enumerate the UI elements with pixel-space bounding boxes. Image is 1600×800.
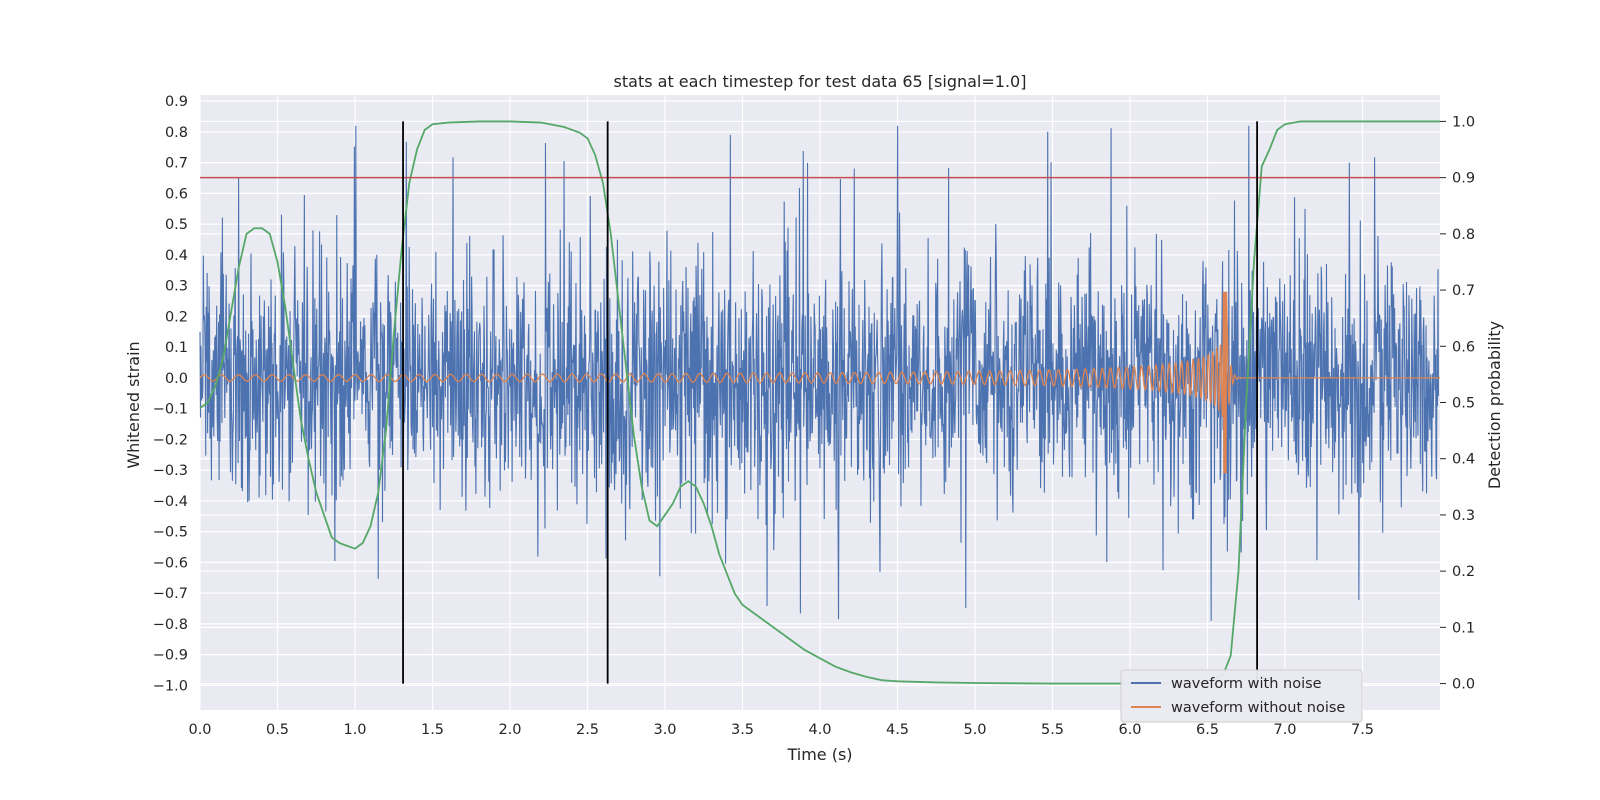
- y-tick-label: −0.8: [153, 617, 188, 633]
- y-tick-label: 0.4: [165, 248, 188, 264]
- x-tick-label: 3.5: [731, 722, 754, 738]
- x-axis-label: Time (s): [786, 745, 852, 764]
- y2-tick-label: 0.6: [1452, 339, 1475, 355]
- series-waveform-without-noise: [199, 291, 1440, 474]
- y-tick-label: 0.5: [165, 217, 188, 233]
- y2-axis-label: Detection probability: [1485, 321, 1504, 489]
- y2-tick-label: 0.0: [1452, 677, 1475, 693]
- x-tick-label: 5.5: [1041, 722, 1064, 738]
- y2-tick-label: 0.2: [1452, 564, 1475, 580]
- y-tick-label: 0.0: [165, 371, 188, 387]
- y2-tick-label: 0.4: [1452, 452, 1475, 468]
- y2-tick-label: 1.0: [1452, 114, 1475, 130]
- legend-label-clean: waveform without noise: [1171, 700, 1345, 716]
- y-axis-ticks: 0.9 0.8 0.7 0.6 0.5 0.4 0.3 0.2 0.1 0.0 −0.1 −0.2 −0…: [153, 94, 188, 694]
- y-tick-label: 0.6: [165, 186, 188, 202]
- y-tick-label: 0.7: [165, 156, 188, 172]
- y-tick-label: 0.2: [165, 309, 188, 325]
- y-tick-label: −0.3: [153, 463, 188, 479]
- y-axis-label: Whitened strain: [124, 341, 143, 468]
- y2-tick-label: 0.5: [1452, 396, 1475, 412]
- y2-tick-label: 0.9: [1452, 171, 1475, 187]
- y-tick-label: −0.9: [153, 648, 188, 664]
- x-tick-label: 0.0: [188, 722, 211, 738]
- y2-axis-ticks: 1.0 0.9 0.8 0.7 0.6 0.5 0.4 0.3 0.2 0.1 0.0: [1440, 114, 1475, 693]
- clean-trace: [199, 291, 1440, 474]
- y2-tick-label: 0.1: [1452, 620, 1475, 636]
- x-tick-label: 4.0: [808, 722, 831, 738]
- x-tick-label: 1.0: [343, 722, 366, 738]
- y2-tick-label: 0.8: [1452, 227, 1475, 243]
- x-tick-label: 2.0: [498, 722, 521, 738]
- y-tick-label: 0.8: [165, 125, 188, 141]
- y-tick-label: −0.2: [153, 432, 188, 448]
- noise-trace: [199, 125, 1439, 621]
- x-axis-ticks: 0.0 0.5 1.0 1.5 2.0 2.5 3.0 3.5 4.0 4.5 5.0 5.5 6.0 6…: [188, 722, 1374, 738]
- x-tick-label: 1.5: [421, 722, 444, 738]
- x-tick-label: 4.5: [886, 722, 909, 738]
- x-tick-label: 7.0: [1273, 722, 1296, 738]
- x-tick-label: 2.5: [576, 722, 599, 738]
- x-tick-label: 7.5: [1351, 722, 1374, 738]
- x-tick-label: 6.0: [1118, 722, 1141, 738]
- vertical-markers: [402, 121, 1258, 684]
- legend-label-noise: waveform with noise: [1171, 676, 1322, 692]
- x-tick-label: 0.5: [266, 722, 289, 738]
- chart-title: stats at each timestep for test data 65 …: [614, 72, 1027, 91]
- y-tick-label: −0.7: [153, 586, 188, 602]
- legend-box: [1120, 669, 1363, 723]
- y-tick-label: −0.5: [153, 525, 188, 541]
- y-tick-label: 0.3: [165, 279, 188, 295]
- y-tick-label: −0.6: [153, 555, 188, 571]
- y-tick-label: 0.9: [165, 94, 188, 110]
- y-tick-label: −0.4: [153, 494, 188, 510]
- x-tick-label: 6.5: [1196, 722, 1219, 738]
- y-tick-label: 0.1: [165, 340, 188, 356]
- x-tick-label: 3.0: [653, 722, 676, 738]
- y2-tick-label: 0.7: [1452, 283, 1475, 299]
- x-tick-label: 5.0: [963, 722, 986, 738]
- legend: waveform with noise waveform without noi…: [1120, 669, 1363, 723]
- y-tick-label: −1.0: [153, 678, 188, 694]
- y2-tick-label: 0.3: [1452, 508, 1475, 524]
- series-waveform-with-noise: [199, 125, 1439, 621]
- y-tick-label: −0.1: [153, 402, 188, 418]
